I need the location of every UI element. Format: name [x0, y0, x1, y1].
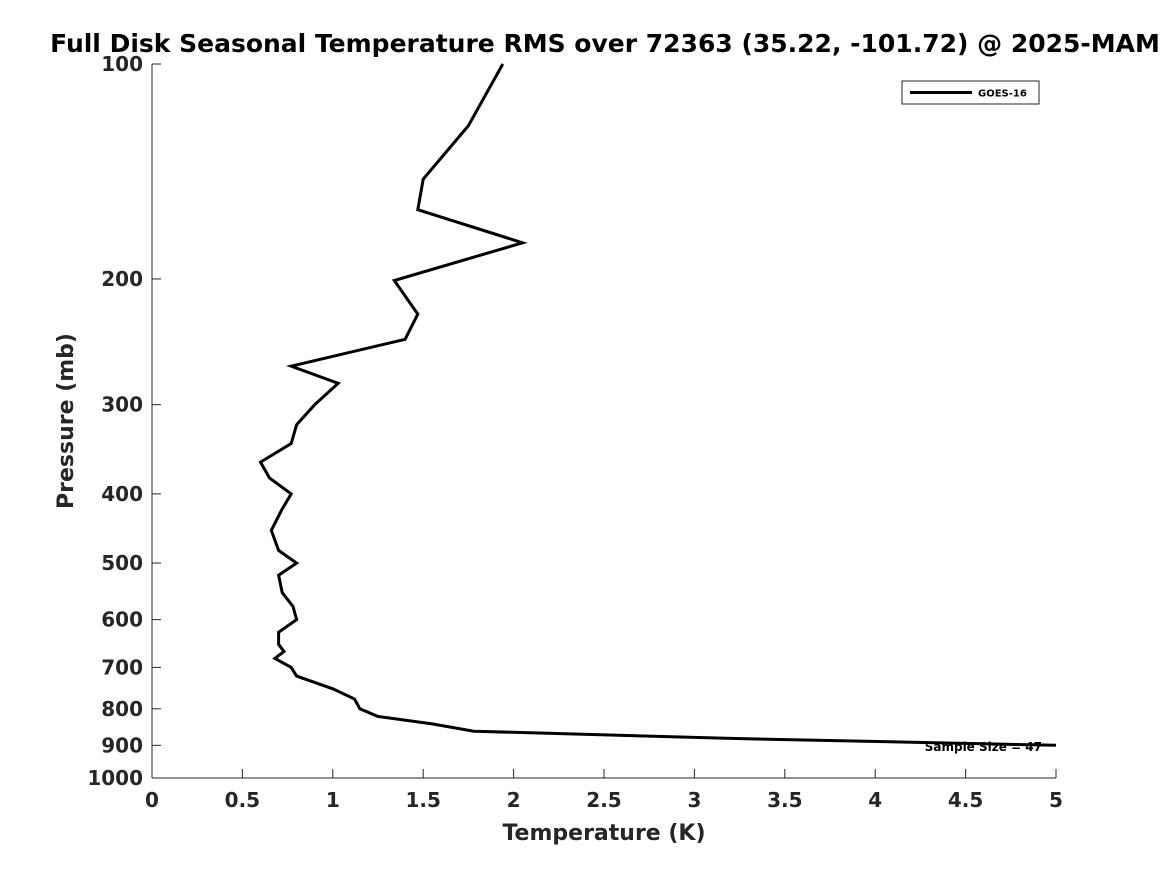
x-tick-label: 4 [868, 788, 882, 812]
x-tick-label: 2.5 [586, 788, 621, 812]
legend-label: GOES-16 [978, 89, 1027, 100]
x-tick-label: 3.5 [767, 788, 802, 812]
legend: GOES-16 [901, 80, 1040, 105]
y-tick-label: 800 [101, 697, 143, 721]
y-tick-label: 900 [101, 733, 143, 757]
plot-area [258, 63, 1057, 747]
y-tick-label: 700 [101, 655, 143, 679]
x-tick-label: 1 [326, 788, 340, 812]
y-axis-label: Pressure (mb) [54, 333, 79, 509]
y-tick-label: 1000 [87, 766, 143, 790]
x-axis-label: Temperature (K) [502, 821, 705, 846]
y-tick-label: 200 [101, 267, 143, 291]
axes: 0 0.5 1 1.5 2 2.5 3 3.5 4 4.5 5 100 200 300 400 500 600 7… [87, 52, 1063, 812]
y-tick-label: 600 [101, 608, 143, 632]
x-tick-label: 0 [145, 788, 159, 812]
x-tick-label: 4.5 [948, 788, 983, 812]
x-tick-label: 0.5 [225, 788, 260, 812]
x-tick-label: 5 [1049, 788, 1063, 812]
x-tick-label: 3 [687, 788, 701, 812]
x-tick-label: 2 [507, 788, 521, 812]
y-tick-label: 400 [101, 482, 143, 506]
y-tick-label: 300 [101, 393, 143, 417]
chart-title: Full Disk Seasonal Temperature RMS over … [50, 29, 1160, 58]
series-line-goes-16 [258, 63, 1057, 747]
x-tick-label: 1.5 [405, 788, 440, 812]
y-tick-label: 500 [101, 551, 143, 575]
sample-size-annotation: Sample Size = 47 [925, 740, 1042, 754]
y-tick-label: 100 [101, 52, 143, 76]
